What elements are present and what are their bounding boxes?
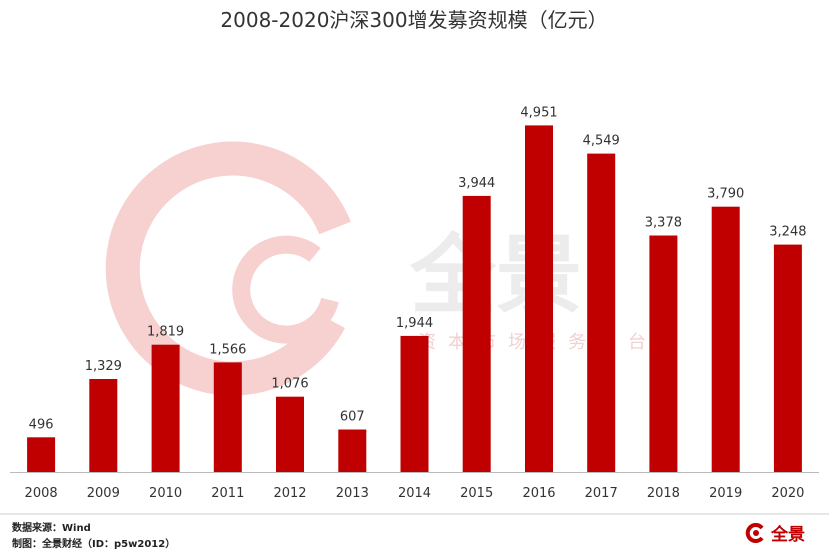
bar-2020 [773, 244, 802, 472]
x-tick-2016: 2016 [522, 486, 555, 501]
source-note: 数据来源：Wind [12, 523, 91, 534]
data-label-2018: 3,378 [645, 216, 682, 231]
bar-2018 [649, 235, 678, 472]
data-label-2011: 1,566 [209, 342, 246, 357]
x-tick-2012: 2012 [273, 486, 306, 501]
brand-icon [745, 522, 764, 543]
x-tick-2010: 2010 [149, 486, 182, 501]
x-tick-2013: 2013 [336, 486, 369, 501]
x-tick-2014: 2014 [398, 486, 431, 501]
bar-2012 [276, 396, 304, 472]
x-tick-2019: 2019 [709, 486, 742, 501]
maker-note: 制图：全景财经（ID：p5w2012） [12, 539, 176, 550]
data-label-2009: 1,329 [85, 359, 122, 374]
watermark-brand: 全景 [409, 226, 582, 326]
bar-2017 [587, 153, 616, 472]
data-label-2012: 1,076 [271, 377, 308, 392]
brand-name: 全景 [771, 525, 805, 545]
x-tick-2017: 2017 [585, 486, 618, 501]
x-tick-2020: 2020 [771, 486, 804, 501]
chart-title: 2008-2020沪深300增发募资规模（亿元） [220, 8, 607, 32]
bar-2014 [400, 335, 429, 472]
bar-2008 [27, 437, 56, 472]
data-label-2020: 3,248 [769, 225, 806, 240]
data-label-2017: 4,549 [583, 134, 620, 149]
data-label-2013: 607 [340, 410, 365, 425]
bar-2013 [338, 429, 367, 472]
bar-2011 [213, 362, 242, 472]
data-label-2014: 1,944 [396, 316, 433, 331]
bar-2015 [462, 195, 491, 472]
x-tick-2011: 2011 [211, 486, 244, 501]
x-tick-2015: 2015 [460, 486, 493, 501]
x-tick-2009: 2009 [87, 486, 120, 501]
brand-logo: 全景 [745, 520, 805, 545]
data-label-2008: 496 [29, 417, 54, 432]
data-label-2015: 3,944 [458, 176, 495, 191]
bar-2019 [711, 206, 740, 472]
x-tick-2008: 2008 [25, 486, 58, 501]
data-label-2019: 3,790 [707, 187, 744, 202]
data-label-2016: 4,951 [520, 105, 557, 120]
data-label-2010: 1,819 [147, 325, 184, 340]
watermark-logo: 全景 资本市场服务平台 [105, 141, 646, 396]
bar-2010 [151, 344, 180, 472]
bar-2016 [525, 125, 553, 473]
bar-chart: 全景 资本市场服务平台 2008-2020沪深300增发募资规模（亿元） 496… [0, 8, 829, 515]
bar-2009 [89, 379, 118, 472]
x-tick-2018: 2018 [647, 486, 680, 501]
